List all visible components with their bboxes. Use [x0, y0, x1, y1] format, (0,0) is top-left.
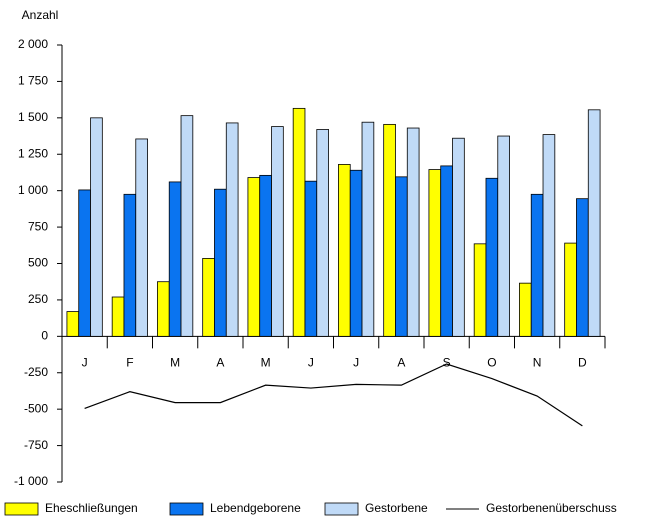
y-tick-label: 1 250	[18, 146, 48, 160]
bar	[530, 193, 544, 337]
line-series	[84, 363, 583, 427]
y-tick-label: 1 750	[18, 74, 48, 88]
bar	[452, 137, 465, 337]
y-tick-label: 2 000	[18, 37, 48, 51]
bar	[292, 107, 306, 337]
bar	[90, 117, 103, 337]
bar	[428, 169, 442, 337]
bar	[259, 174, 272, 337]
bar	[497, 135, 510, 337]
y-tick-label: -1 000	[14, 474, 48, 488]
bar	[247, 177, 261, 337]
bar	[383, 123, 396, 337]
bar	[473, 243, 487, 337]
bar	[78, 189, 91, 337]
bar	[587, 109, 601, 337]
bar	[485, 177, 499, 337]
bar	[361, 121, 375, 337]
bar	[66, 311, 80, 337]
x-tick-label: J	[82, 356, 88, 370]
legend-swatch	[4, 502, 39, 516]
bar	[338, 164, 351, 337]
bar	[225, 122, 239, 337]
y-tick-label: 1 000	[18, 183, 48, 197]
bar	[157, 281, 170, 337]
x-tick-label: O	[487, 356, 496, 370]
legend-label: Gestorbene	[365, 501, 428, 515]
bar	[214, 188, 227, 337]
bar	[168, 181, 182, 337]
bar	[180, 115, 194, 337]
bar	[304, 180, 318, 337]
bar	[542, 134, 556, 337]
bar	[271, 126, 284, 337]
y-tick-label: 500	[28, 256, 48, 270]
legend-label: Gestorbenenüberschuss	[486, 501, 617, 515]
y-tick-label: -750	[24, 438, 48, 452]
bar	[440, 165, 453, 337]
bar	[349, 169, 363, 337]
x-tick-label: S	[443, 356, 451, 370]
legend-swatch	[169, 502, 204, 516]
legend-label: Eheschließungen	[45, 501, 138, 515]
y-tick-label: -500	[24, 401, 48, 415]
y-tick-label: 1 500	[18, 110, 48, 124]
bar	[395, 176, 408, 337]
bar	[564, 242, 577, 337]
y-tick-label: 0	[41, 329, 48, 343]
x-tick-label: M	[170, 356, 180, 370]
bar	[406, 127, 420, 337]
y-tick-label: 750	[28, 219, 48, 233]
bar	[111, 296, 125, 337]
bar	[135, 138, 148, 337]
bar	[202, 258, 215, 337]
legend-label: Lebendgeborene	[210, 501, 301, 515]
x-tick-label: N	[533, 356, 542, 370]
y-tick-label: -250	[24, 365, 48, 379]
x-tick-label: J	[353, 356, 359, 370]
bar	[576, 198, 589, 337]
x-tick-label: F	[126, 356, 133, 370]
x-tick-label: A	[216, 356, 224, 370]
bar	[519, 282, 532, 337]
bar	[316, 129, 329, 337]
y-tick-label: 250	[28, 292, 48, 306]
legend-swatch	[324, 502, 359, 516]
bar	[123, 193, 137, 337]
x-tick-label: A	[397, 356, 405, 370]
x-tick-label: M	[261, 356, 271, 370]
x-tick-label: J	[308, 356, 314, 370]
x-tick-label: D	[578, 356, 587, 370]
y-axis-label: Anzahl	[22, 8, 59, 22]
